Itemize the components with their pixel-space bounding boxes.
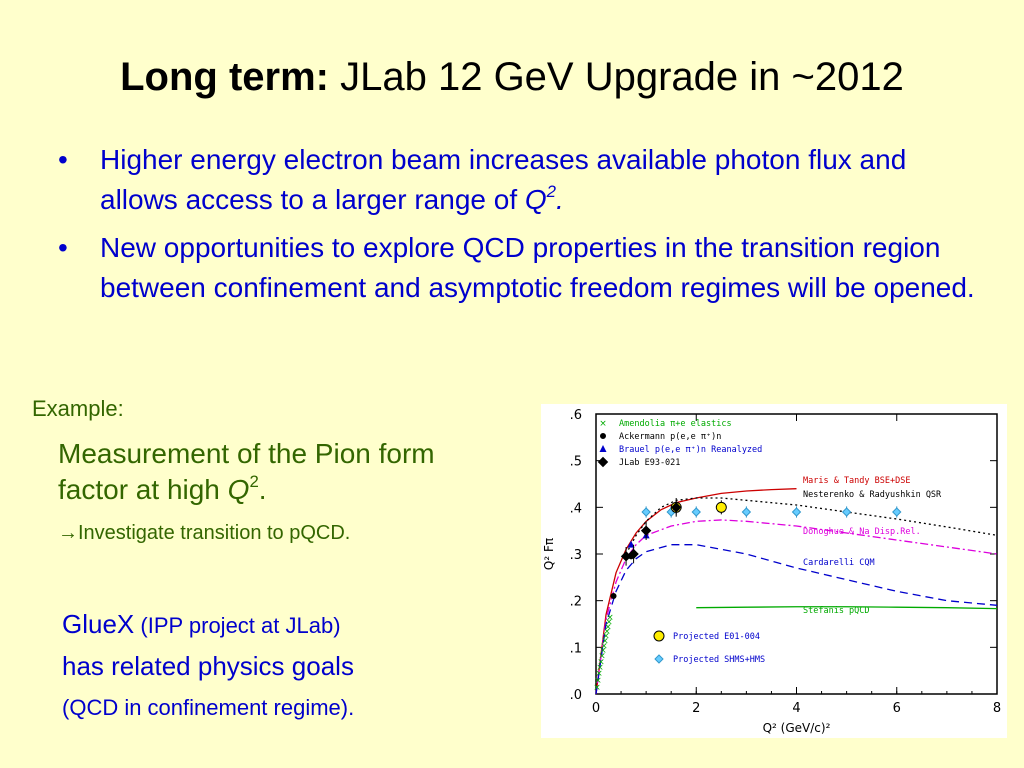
y-tick-label: .5 xyxy=(570,455,582,470)
curve-label: Maris & Tandy BSE+DSE xyxy=(803,476,910,486)
amendolia-point: × xyxy=(600,641,608,651)
chart-svg: 0 2 4 6 8 .0 .1 .2 .3 .4 .5 .6 Q² (GeV/c)² Q² Fπ Maris… xyxy=(542,408,1001,735)
series-line xyxy=(696,606,998,610)
legend-label: JLab E93-021 xyxy=(619,458,680,468)
amendolia-point: × xyxy=(598,652,606,662)
x-tick-label: 8 xyxy=(993,701,1001,716)
y-tick-label: .3 xyxy=(570,548,582,563)
amendolia-point: × xyxy=(603,627,611,637)
ackermann-point xyxy=(610,593,617,599)
legend-label: Ackermann p(e,e π⁺)n xyxy=(619,432,721,442)
jlab-point xyxy=(670,502,682,513)
x-axis-label: Q² (GeV/c)² xyxy=(763,721,831,735)
amendolia-point: × xyxy=(596,663,604,673)
y-tick-label: .6 xyxy=(570,408,582,423)
y-axis-label: Q² Fπ xyxy=(542,538,556,570)
bullet-item: • New opportunities to explore QCD prope… xyxy=(58,228,978,308)
amendolia-point: × xyxy=(604,622,612,632)
jlab-point xyxy=(620,551,632,562)
amendolia-point: × xyxy=(605,618,613,628)
bullet-list: • Higher energy electron beam increases … xyxy=(58,140,978,316)
investigate-body: Investigate transition to pQCD. xyxy=(78,522,351,544)
series-line xyxy=(625,497,998,555)
slide-title: Long term: JLab 12 GeV Upgrade in ~2012 xyxy=(0,55,1024,100)
jlab-point xyxy=(628,548,639,560)
bullet-marker: • xyxy=(58,232,68,263)
legend-marker xyxy=(654,654,664,664)
amendolia-point: × xyxy=(602,632,610,642)
x-tick-label: 4 xyxy=(792,701,800,716)
curve-label: Stefanis pQCD xyxy=(803,606,870,616)
legend-marker xyxy=(600,433,606,439)
shms-point xyxy=(841,507,852,517)
legend-marker xyxy=(597,456,609,468)
q-symbol: Q xyxy=(227,474,250,505)
e01004-point xyxy=(715,501,727,513)
shms-point xyxy=(791,507,802,517)
gluex-name: GlueX xyxy=(62,609,135,639)
y-tick-label: .4 xyxy=(570,501,582,516)
shms-point xyxy=(892,507,902,517)
q-exponent: 2 xyxy=(249,472,259,491)
title-rest: JLab 12 GeV Upgrade in ~2012 xyxy=(329,55,904,99)
brauel-point xyxy=(627,540,635,548)
title-bold: Long term: xyxy=(120,55,329,99)
measurement-body: Measurement of the Pion form factor at h… xyxy=(58,438,435,505)
gluex-note: (IPP project at JLab) xyxy=(134,613,341,638)
amendolia-point: × xyxy=(595,669,603,679)
legend-label: Projected SHMS+HMS xyxy=(673,655,765,665)
curve-label: Donoghue & Na Disp.Rel. xyxy=(803,527,921,537)
legend-marker xyxy=(653,630,665,642)
x-tick-label: 2 xyxy=(692,701,700,716)
amendolia-point: × xyxy=(594,676,602,686)
series-line xyxy=(595,544,998,695)
jlab-point xyxy=(640,525,652,536)
series-line xyxy=(595,488,797,695)
legend-label: Amendolia π+e elastics xyxy=(619,419,732,429)
q-symbol: Q xyxy=(524,184,547,215)
shms-point xyxy=(741,507,752,517)
bullet-marker: • xyxy=(58,144,68,175)
arrow-icon: → xyxy=(58,522,78,544)
amendolia-point: × xyxy=(593,683,601,693)
y-tick-label: .1 xyxy=(570,641,582,656)
bullet-text: Higher energy electron beam increases av… xyxy=(100,144,907,215)
gluex-line3: (QCD in confinement regime). xyxy=(62,695,355,720)
shms-point xyxy=(641,507,651,517)
measurement-text: Measurement of the Pion form factor at h… xyxy=(58,436,478,508)
curve-label: Cardarelli CQM xyxy=(803,558,875,568)
bullet-text: New opportunities to explore QCD propert… xyxy=(100,232,975,303)
plot-frame xyxy=(595,413,998,695)
amendolia-point: × xyxy=(597,657,605,667)
amendolia-point: × xyxy=(601,636,609,646)
series-line xyxy=(595,519,998,695)
example-label: Example: xyxy=(32,396,124,421)
legend-marker xyxy=(599,445,607,452)
gluex-text: GlueX (IPP project at JLab) has related … xyxy=(62,604,482,728)
y-tick-label: .0 xyxy=(570,688,582,703)
legend-label: Projected E01-004 xyxy=(673,632,760,642)
gluex-line2: has related physics goals xyxy=(62,651,354,681)
legend-marker: × xyxy=(599,419,607,429)
investigate-text: →Investigate transition to pQCD. xyxy=(58,522,350,545)
legend-label: Brauel p(e,e π⁺)n Reanalyzed xyxy=(619,445,762,455)
x-tick-label: 6 xyxy=(893,701,901,716)
q-exponent: 2 xyxy=(546,182,557,201)
bullet-item: • Higher energy electron beam increases … xyxy=(58,140,978,220)
amendolia-point: × xyxy=(599,646,607,656)
pion-form-factor-chart: 0 2 4 6 8 .0 .1 .2 .3 .4 .5 .6 Q² (GeV/c)² Q² Fπ Maris… xyxy=(541,404,1007,738)
bullet-tail: . xyxy=(556,184,564,215)
shms-point xyxy=(691,507,701,517)
measurement-tail: . xyxy=(258,474,267,505)
y-tick-label: .2 xyxy=(570,595,582,610)
x-tick-label: 0 xyxy=(592,701,600,716)
amendolia-point: × xyxy=(606,613,614,623)
curve-label: Nesterenko & Radyushkin QSR xyxy=(803,490,942,500)
